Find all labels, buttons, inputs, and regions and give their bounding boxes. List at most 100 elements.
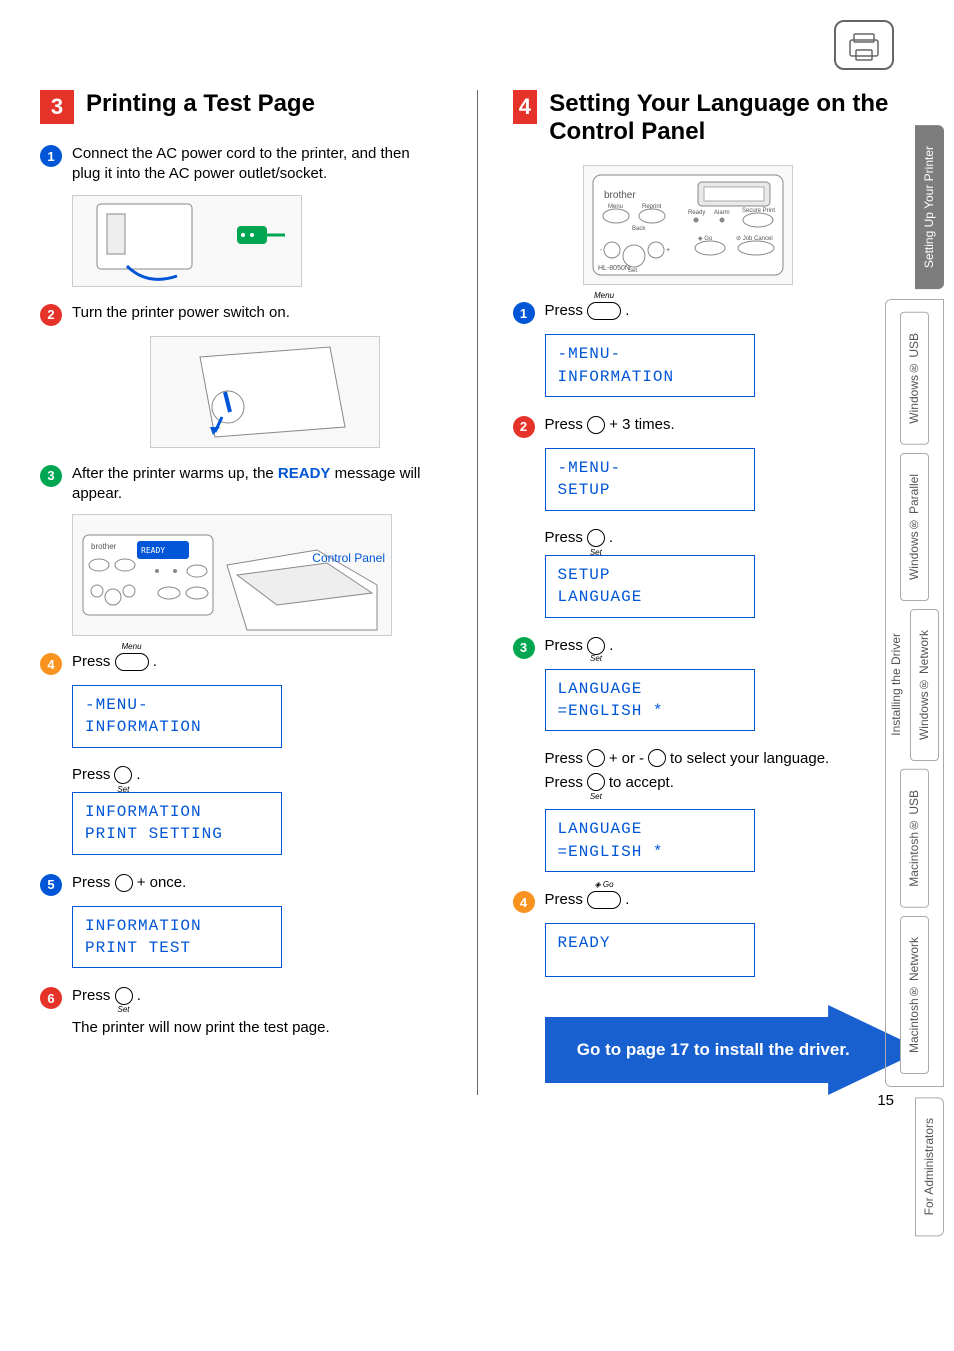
right-column: 4 Setting Your Language on the Control P… — [513, 90, 915, 1095]
period: . — [153, 653, 157, 670]
printer-corner-icon — [834, 20, 894, 70]
section-3-title: Printing a Test Page — [86, 90, 315, 118]
lcd-r-menu-setup: -MENU- SETUP — [545, 448, 755, 511]
tab-setting-up[interactable]: Setting Up Your Printer — [915, 125, 944, 289]
section-4-title: Setting Your Language on the Control Pan… — [549, 90, 914, 145]
plus-sign: + — [609, 750, 618, 767]
lcd-line: INFORMATION — [85, 801, 269, 823]
left-step-6-tail: The printer will now print the test page… — [72, 1019, 442, 1036]
lcd-r-language-english-2: LANGUAGE =ENGLISH * — [545, 809, 755, 872]
lcd-line: -MENU- — [558, 457, 742, 479]
control-panel-label: Control Panel — [312, 551, 385, 565]
set-button-icon — [587, 529, 605, 547]
lcd-line: INFORMATION — [558, 366, 742, 388]
press-label: Press — [72, 874, 115, 891]
tab-label: Macintosh® Network — [907, 937, 922, 1053]
lcd-line: =ENGLISH * — [558, 700, 742, 722]
tab-windows-parallel[interactable]: Windows® Parallel — [900, 453, 929, 601]
tab-macintosh-usb[interactable]: Macintosh® USB — [900, 769, 929, 908]
plus-button-icon — [587, 416, 605, 434]
lcd-line: LANGUAGE — [558, 678, 742, 700]
press-label: Press — [72, 987, 115, 1004]
left-step-4b: Press . — [72, 766, 442, 784]
minus-sign: - — [639, 750, 644, 767]
left-step-5-text: Press + once. — [72, 873, 442, 893]
set-button-icon — [587, 637, 605, 655]
right-step-2b: Press . — [545, 529, 915, 547]
step-badge-4: 4 — [513, 891, 535, 913]
right-step-3: 3 Press . — [513, 636, 915, 659]
press-label: Press — [72, 653, 115, 670]
press-label: Press — [72, 766, 110, 783]
left-step-2: 2 Turn the printer power switch on. — [40, 303, 442, 326]
step-badge-5: 5 — [40, 874, 62, 896]
left-step-1-text: Connect the AC power cord to the printer… — [72, 144, 442, 185]
svg-text:Alarm: Alarm — [714, 210, 730, 216]
tab-group-label: Installing the Driver — [886, 627, 906, 742]
illustration-power-switch — [150, 336, 380, 448]
press-label: Press — [545, 774, 583, 791]
left-step-2-text: Turn the printer power switch on. — [72, 303, 442, 323]
lcd-information-print-test: INFORMATION PRINT TEST — [72, 906, 282, 969]
svg-text:◈ Go: ◈ Go — [698, 236, 713, 242]
step-badge-1: 1 — [513, 302, 535, 324]
lcd-line: LANGUAGE — [558, 818, 742, 840]
section-3-number: 3 — [40, 90, 74, 124]
right-step-3-select: Press + or - to select your language. — [545, 749, 915, 767]
set-button-icon — [587, 773, 605, 791]
plus-3times-label: + 3 times. — [609, 416, 674, 433]
lcd-line: =ENGLISH * — [558, 841, 742, 863]
section-4-number: 4 — [513, 90, 538, 124]
set-button-icon — [114, 766, 132, 784]
section-4-header: 4 Setting Your Language on the Control P… — [513, 90, 915, 145]
left-step-6-text: Press . — [72, 986, 442, 1006]
tab-label: Windows® USB — [907, 333, 922, 424]
ready-label: READY — [278, 465, 331, 482]
svg-text:brother: brother — [91, 542, 117, 551]
illustration-control-panel: READY brother Control Panel — [72, 514, 392, 636]
minus-button-icon — [648, 749, 666, 767]
illustration-panel-top: brother Menu Reprint Back Ready Alarm Se… — [583, 165, 793, 285]
svg-text:⊘ Job Cancel: ⊘ Job Cancel — [736, 236, 773, 242]
tab-label: Windows® Parallel — [907, 474, 922, 580]
svg-text:Back: Back — [632, 226, 646, 232]
step-badge-4: 4 — [40, 653, 62, 675]
svg-text:Secure Print: Secure Print — [742, 208, 775, 214]
lcd-line: -MENU- — [558, 343, 742, 365]
left-step-3: 3 After the printer warms up, the READY … — [40, 464, 442, 505]
left-column: 3 Printing a Test Page 1 Connect the AC … — [40, 90, 442, 1095]
svg-text:Ready: Ready — [688, 210, 705, 216]
tab-macintosh-network[interactable]: Macintosh® Network — [900, 916, 929, 1074]
lcd-r-language-english-1: LANGUAGE =ENGLISH * — [545, 669, 755, 732]
accept-label: to accept. — [609, 774, 674, 791]
plus-once-label: + once. — [137, 874, 187, 891]
step-badge-6: 6 — [40, 987, 62, 1009]
step-badge-1: 1 — [40, 145, 62, 167]
tab-group-installing-driver: Windows® USB Windows® Parallel Installin… — [885, 299, 944, 1087]
tab-for-administrators[interactable]: For Administrators — [915, 1097, 944, 1236]
lcd-line: LANGUAGE — [558, 586, 742, 608]
lcd-menu-information: -MENU- INFORMATION — [72, 685, 282, 748]
press-label: Press — [545, 416, 588, 433]
lcd-r-setup-language: SETUP LANGUAGE — [545, 555, 755, 618]
right-step-1-text: Press . — [545, 301, 915, 321]
tab-windows-network[interactable]: Windows® Network — [910, 609, 939, 761]
tab-label: Windows® Network — [917, 630, 932, 740]
column-divider — [477, 90, 478, 1095]
left-step-5: 5 Press + once. — [40, 873, 442, 896]
menu-button-icon — [115, 653, 149, 671]
lcd-line: INFORMATION — [85, 716, 269, 738]
press-label: Press — [545, 891, 588, 908]
lcd-line: SETUP — [558, 564, 742, 586]
svg-text:HL-8050N: HL-8050N — [598, 265, 630, 272]
go-to-page-banner: Go to page 17 to install the driver. — [513, 1005, 915, 1095]
illustration-power-cord — [72, 195, 302, 287]
right-step-3-accept: Press to accept. — [545, 773, 915, 791]
tab-windows-usb[interactable]: Windows® USB — [900, 312, 929, 445]
svg-text:brother: brother — [604, 190, 636, 201]
left-step-3-text: After the printer warms up, the READY me… — [72, 464, 442, 505]
menu-button-icon — [587, 302, 621, 320]
lcd-line: INFORMATION — [85, 915, 269, 937]
period: . — [136, 766, 140, 783]
left-step-1: 1 Connect the AC power cord to the print… — [40, 144, 442, 185]
